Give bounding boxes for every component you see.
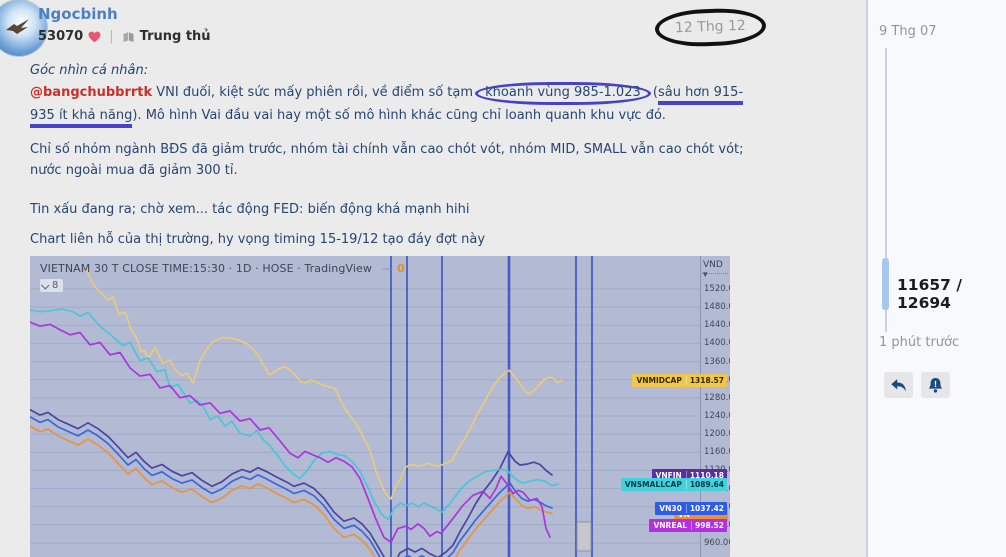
price-tick: 1480.00 bbox=[704, 302, 730, 312]
post-paragraph-2: Chỉ số nhóm ngành BĐS đã giảm trước, nhó… bbox=[30, 142, 744, 178]
paragraph-text: ). Mô hình Vai đầu vai hay một số mô hìn… bbox=[132, 108, 666, 123]
watch-button[interactable] bbox=[921, 372, 950, 398]
post-date-area: 12 Thg 12 bbox=[630, 2, 790, 50]
price-tick: 1360.00 bbox=[704, 357, 730, 367]
stats-separator: | bbox=[109, 29, 114, 44]
author-stats: 53070 | Trung thủ bbox=[38, 29, 211, 44]
thread-start-date: 9 Thg 07 bbox=[879, 24, 937, 39]
price-tick: 1160.00 bbox=[704, 447, 730, 457]
chart-plot bbox=[30, 256, 730, 557]
circled-annotation-text: khoanh vùng 985-1.023 bbox=[475, 82, 651, 105]
legend-value: 0 bbox=[397, 262, 405, 275]
rank-icon bbox=[123, 31, 134, 42]
post-paragraph-1-line-2: 935 ít khả năng). Mô hình Vai đầu vai ha… bbox=[30, 108, 666, 128]
legend-dash: — bbox=[381, 262, 394, 275]
price-tick: 1240.00 bbox=[704, 411, 730, 421]
underlined-annotation-text: sâu hơn 915- bbox=[657, 85, 744, 105]
reply-icon bbox=[891, 378, 906, 391]
series-label-vnmidcap: VNMIDCAP 1318.57 bbox=[632, 374, 727, 387]
thread-latest-date: 1 phút trước bbox=[879, 335, 960, 350]
mention-link[interactable]: @bangchubbrrtk bbox=[30, 85, 153, 100]
post-paragraph-3: Tin xấu đang ra; chờ xem... tác động FED… bbox=[30, 202, 470, 217]
eagle-icon bbox=[6, 19, 29, 34]
heart-icon bbox=[88, 31, 101, 42]
reply-button[interactable] bbox=[884, 372, 913, 398]
thread-position: 11657 / 12694 bbox=[897, 276, 962, 312]
tradingview-chart[interactable]: VIETNAM 30 T CLOSE TIME:15:30 · 1D · HOS… bbox=[30, 256, 730, 557]
price-axis-separator bbox=[700, 256, 701, 557]
price-tick: 1200.00 bbox=[704, 429, 730, 439]
post-intro: Góc nhìn cá nhân: bbox=[30, 63, 149, 78]
post: Ngocbinh 53070 | Trung thủ 12 Thg 12 Góc… bbox=[0, 0, 866, 557]
series-count: 8 bbox=[52, 280, 59, 291]
chevron-down-icon bbox=[41, 280, 50, 290]
price-tick: 1280.00 bbox=[704, 393, 730, 403]
underlined-annotation-text: 935 ít khả năng bbox=[30, 108, 133, 128]
post-date-circled[interactable]: 12 Thg 12 bbox=[654, 7, 767, 48]
series-label-vnsmallcap: VNSMALLCAP 1089.64 bbox=[620, 478, 727, 491]
likes-count: 53070 bbox=[38, 29, 84, 44]
price-tick: 1520.00 bbox=[704, 284, 730, 294]
axis-dotted-separator bbox=[702, 273, 728, 274]
thread-scrubber-track[interactable] bbox=[885, 48, 887, 332]
column-divider bbox=[866, 0, 868, 557]
post-paragraph-1-line-1: @bangchubbrrtk VNI đuối, kiệt sức mấy ph… bbox=[30, 82, 744, 105]
series-label-vn30: VN30 1037.42 bbox=[655, 502, 727, 515]
username-link[interactable]: Ngocbinh bbox=[38, 5, 118, 23]
paragraph-text: ( bbox=[648, 85, 658, 100]
bell-icon bbox=[928, 377, 943, 393]
currency-axis-label[interactable]: VND ▾ bbox=[703, 260, 723, 280]
series-collapse-toggle[interactable]: 8 bbox=[40, 279, 64, 292]
thread-scrubber-handle[interactable] bbox=[882, 258, 889, 310]
price-tick: 1400.00 bbox=[704, 338, 730, 348]
chart-title: VIETNAM 30 T CLOSE TIME:15:30 · 1D · HOS… bbox=[40, 262, 405, 275]
price-tick: 1440.00 bbox=[704, 320, 730, 330]
rank-label: Trung thủ bbox=[139, 29, 211, 44]
price-tick: 960.00 bbox=[704, 538, 730, 548]
paragraph-text: VNI đuối, kiệt sức mấy phiên rồi, về điể… bbox=[152, 85, 478, 100]
series-label-vnreal: VNREAL 998.52 bbox=[649, 519, 727, 532]
post-paragraph-4: Chart liên hỗ của thị trường, hy vọng ti… bbox=[30, 232, 486, 247]
avatar[interactable] bbox=[0, 0, 47, 56]
